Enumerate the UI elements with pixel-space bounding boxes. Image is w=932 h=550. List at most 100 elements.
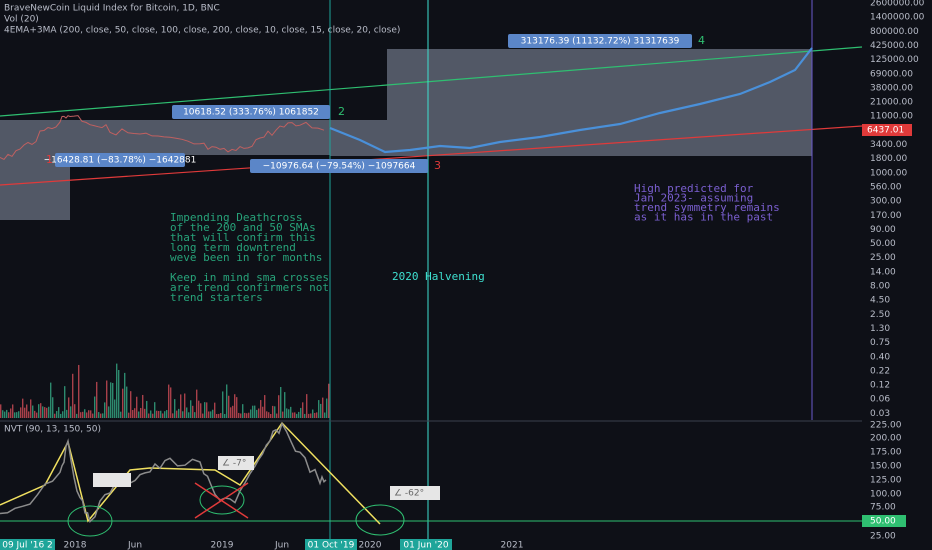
time-highlight-box: [305, 539, 357, 550]
nvt-current: 50.00: [870, 517, 896, 527]
time-label: Jun: [274, 541, 289, 550]
header-volume: Vol (20): [4, 15, 39, 25]
price-label: 3400.00: [870, 140, 907, 150]
circle-marker: [67, 505, 113, 537]
price-label: 0.03: [870, 409, 890, 419]
price-label: 425000.00: [870, 41, 919, 51]
angle-label: ∠ -7°: [222, 459, 246, 469]
price-label: 300.00: [870, 197, 902, 207]
price-label: 800000.00: [870, 27, 919, 37]
note-prediction: Jan 2023- assuming: [634, 192, 753, 205]
angle-box: [218, 456, 254, 470]
price-label: 1.30: [870, 324, 890, 334]
note-deathcross: trend starters: [170, 291, 263, 304]
price-label: 2.50: [870, 310, 890, 320]
price-label: 2600000.00: [870, 0, 925, 9]
measure-box: [172, 105, 330, 119]
circle-marker: [355, 504, 405, 536]
note-halvening: 2020 Halvening: [392, 270, 485, 283]
nvt-axis-label: 200.00: [870, 434, 902, 444]
price-label: 1400000.00: [870, 13, 925, 23]
note-prediction: trend symmetry remains: [634, 201, 780, 214]
price-label: 38000.00: [870, 83, 913, 93]
measure-text: 10618.52 (333.76%) 1061852: [183, 108, 319, 118]
price-label: 0.12: [870, 381, 890, 391]
price-label: 1800.00: [870, 154, 907, 164]
time-highlight: 09 Jul '16 2: [2, 541, 53, 550]
measure-number: 4: [698, 34, 705, 47]
header-title: BraveNewCoin Liquid Index for Bitcoin, 1…: [4, 4, 220, 14]
nvt-axis-label: 225.00: [870, 421, 902, 431]
trend-line: [0, 125, 863, 186]
time-highlight-box: [0, 539, 55, 550]
cross-marker: [194, 482, 249, 519]
price-label: 90.00: [870, 225, 896, 235]
circle-marker: [199, 485, 245, 515]
price-label: 560.00: [870, 182, 902, 192]
price-axis: [862, 0, 932, 550]
price-label: 4.50: [870, 296, 890, 306]
trend-line: [0, 46, 863, 117]
measure-text: −10976.64 (−79.54%) −1097664: [263, 162, 416, 172]
price-label: 170.00: [870, 211, 902, 221]
nvt-axis-label: 100.00: [870, 490, 902, 500]
measure-box: [55, 153, 185, 167]
nvt-axis-label: 25.00: [870, 532, 896, 542]
angle-label: ∠ -62°: [394, 489, 424, 499]
measure-number: 2: [338, 105, 345, 118]
volume-bars: [0, 363, 330, 418]
price-label: 8.00: [870, 282, 890, 292]
measure-number: 1: [46, 153, 53, 166]
price-label: 69000.00: [870, 69, 913, 79]
measure-box: [508, 34, 692, 48]
nvt-title: NVT (90, 13, 150, 50): [4, 425, 101, 435]
time-label: Jun: [127, 541, 142, 550]
time-label: 2021: [501, 541, 524, 550]
price-candles: [0, 115, 325, 161]
range-box: [0, 49, 812, 220]
note-deathcross: of the 200 and 50 SMAs: [170, 221, 316, 234]
price-label: 11000.00: [870, 112, 913, 122]
note-prediction: High predicted for: [634, 182, 754, 195]
nvt-line: [0, 421, 327, 524]
measure-text: 313176.39 (11132.72%) 31317639: [521, 37, 680, 47]
time-label: 2018: [64, 541, 87, 550]
time-highlight: 01 Oct '19: [308, 541, 355, 550]
price-current: 6437.01: [867, 126, 904, 136]
note-deathcross: weve been in for months: [170, 251, 322, 264]
price-label: 14.00: [870, 267, 896, 277]
note-deathcross: that will confirm this: [170, 231, 316, 244]
price-label: 0.40: [870, 352, 890, 362]
note-deathcross: Impending Deathcross: [170, 211, 302, 224]
price-label: 0.75: [870, 338, 890, 348]
note-prediction: as it has in the past: [634, 211, 773, 224]
time-label: 2019: [211, 541, 234, 550]
price-label: 50.00: [870, 239, 896, 249]
price-label: 125000.00: [870, 55, 919, 65]
price-current-box: [862, 124, 912, 136]
nvt-axis-label: 175.00: [870, 448, 902, 458]
note-deathcross: are trend confirmers not: [170, 281, 329, 294]
measure-box: [250, 159, 428, 173]
time-highlight: 01 Jun '20: [403, 541, 448, 550]
angle-box: [390, 486, 440, 500]
price-label: 1000.00: [870, 168, 907, 178]
nvt-axis-label: 75.00: [870, 503, 896, 513]
price-label: 25.00: [870, 253, 896, 263]
angle-box: [93, 473, 131, 487]
price-label: 0.06: [870, 395, 890, 405]
nvt-axis-label: 150.00: [870, 462, 902, 472]
nvt-current-box: [862, 515, 906, 527]
price-label: 0.22: [870, 366, 890, 376]
header-indicator: 4EMA+3MA (200, close, 50, close, 100, cl…: [4, 26, 400, 36]
price-label: 21000.00: [870, 98, 913, 108]
time-highlight-box: [400, 539, 452, 550]
nvt-zigzag: [0, 421, 381, 525]
projection-line: [329, 47, 813, 154]
time-label: 2020: [359, 541, 382, 550]
nvt-axis-label: 125.00: [870, 476, 902, 486]
measure-number: 3: [434, 159, 441, 172]
note-deathcross: Keep in mind sma crosses: [170, 271, 329, 284]
note-deathcross: long term downtrend: [170, 241, 296, 254]
